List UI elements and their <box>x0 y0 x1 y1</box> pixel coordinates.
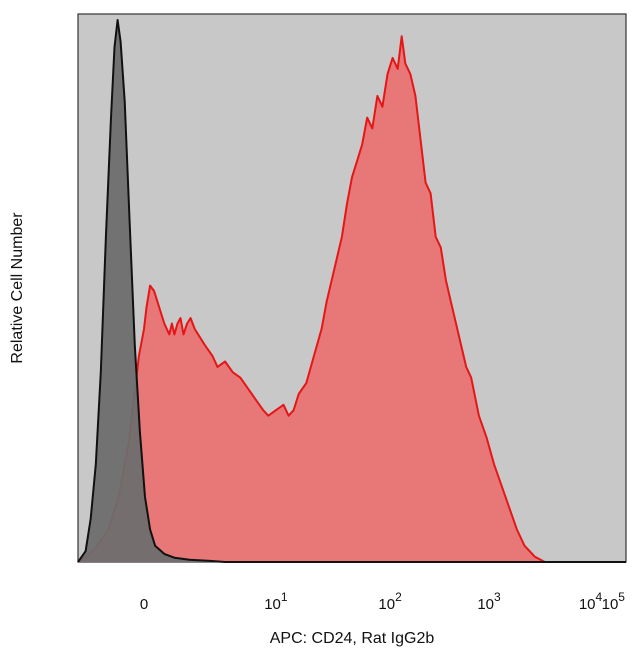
histogram-line-1 <box>77 19 626 563</box>
histogram-fill-1 <box>78 20 626 562</box>
x-tick-labels: 0 101 102 103 104 105 <box>140 590 625 613</box>
y-axis-label: Relative Cell Number <box>9 212 26 364</box>
x-tick-label: 0 <box>140 596 148 613</box>
histogram-fill-0 <box>78 36 626 563</box>
histogram-line-0 <box>77 35 626 563</box>
histogram-series <box>77 19 626 563</box>
x-tick-label: 105 <box>602 590 626 613</box>
x-tick-label: 103 <box>477 590 501 613</box>
x-tick-label: 104 <box>579 590 603 613</box>
x-tick-label: 101 <box>264 590 288 613</box>
x-axis-label: APC: CD24, Rat IgG2b <box>270 630 435 647</box>
x-tick-label: 102 <box>378 590 402 613</box>
